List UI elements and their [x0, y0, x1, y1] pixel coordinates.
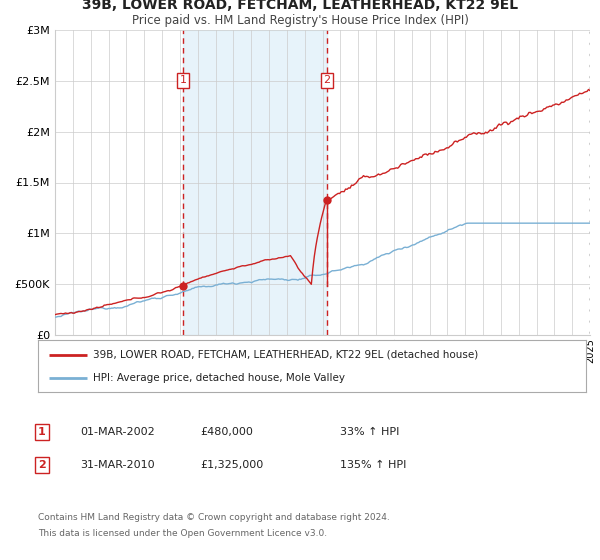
Text: Contains HM Land Registry data © Crown copyright and database right 2024.: Contains HM Land Registry data © Crown c… [38, 513, 390, 522]
Text: £480,000: £480,000 [200, 427, 253, 437]
Text: 1: 1 [179, 76, 187, 85]
Text: 31-MAR-2010: 31-MAR-2010 [80, 460, 155, 470]
Text: 33% ↑ HPI: 33% ↑ HPI [340, 427, 400, 437]
Text: 39B, LOWER ROAD, FETCHAM, LEATHERHEAD, KT22 9EL (detached house): 39B, LOWER ROAD, FETCHAM, LEATHERHEAD, K… [93, 349, 478, 360]
Text: £1,325,000: £1,325,000 [200, 460, 263, 470]
Text: Price paid vs. HM Land Registry's House Price Index (HPI): Price paid vs. HM Land Registry's House … [131, 14, 469, 27]
Text: 1: 1 [38, 427, 46, 437]
Text: 39B, LOWER ROAD, FETCHAM, LEATHERHEAD, KT22 9EL: 39B, LOWER ROAD, FETCHAM, LEATHERHEAD, K… [82, 0, 518, 12]
Bar [589, 30, 590, 335]
Text: 135% ↑ HPI: 135% ↑ HPI [340, 460, 406, 470]
Bar [183, 30, 327, 335]
Bar [589, 30, 590, 335]
Text: 2: 2 [323, 76, 331, 85]
Text: 2: 2 [38, 460, 46, 470]
Text: This data is licensed under the Open Government Licence v3.0.: This data is licensed under the Open Gov… [38, 529, 327, 538]
Text: 01-MAR-2002: 01-MAR-2002 [80, 427, 155, 437]
Text: HPI: Average price, detached house, Mole Valley: HPI: Average price, detached house, Mole… [93, 374, 345, 384]
